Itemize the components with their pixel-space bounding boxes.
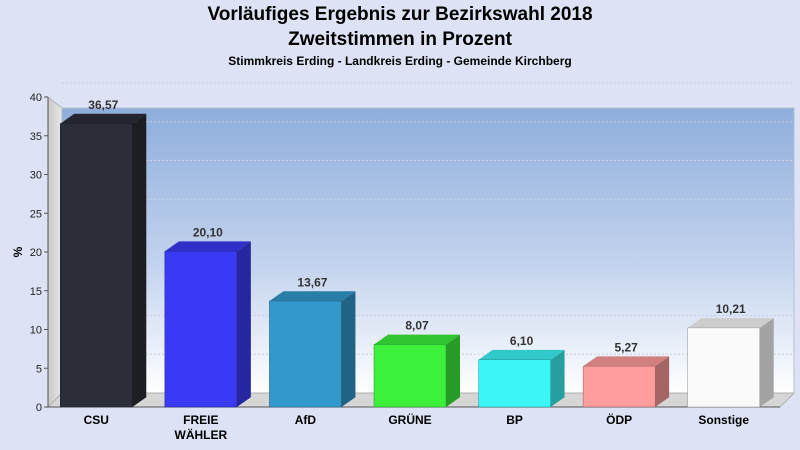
bar-value-label: 5,27 (614, 340, 638, 354)
bar (373, 334, 460, 408)
x-tick-label: Sonstige (698, 413, 749, 427)
y-tick-label: 35 (30, 131, 42, 143)
chart-title: Vorläufiges Ergebnis zur Bezirkswahl 201… (207, 4, 593, 25)
bar (269, 291, 356, 408)
y-tick-label: 20 (30, 247, 42, 259)
x-tick-label-line: GRÜNE (388, 412, 431, 427)
x-tick-label: GRÜNE (388, 412, 431, 427)
x-tick-label: CSU (84, 413, 109, 427)
bar-top (60, 113, 147, 124)
bar-side (446, 334, 460, 407)
bar-front (164, 250, 238, 408)
x-tick-label-line: CSU (84, 413, 109, 427)
bar-side (132, 113, 147, 407)
bar-value-label: 36,57 (88, 98, 118, 112)
bar-front (60, 123, 133, 408)
bar-side (655, 356, 670, 407)
bar (60, 113, 147, 408)
y-tick-label: 10 (30, 325, 42, 337)
bar-value-label: 20,10 (193, 225, 223, 239)
x-tick-label-line: AfD (295, 413, 317, 427)
x-tick-label-line: FREIE (183, 413, 218, 427)
x-tick-label: ÖDP (606, 412, 632, 427)
y-tick-label: 5 (36, 363, 42, 375)
bar (687, 318, 774, 408)
x-tick-label: BP (506, 413, 523, 427)
bar-value-label: 6,10 (510, 334, 534, 348)
x-tick-label: FREIE WÄHLER (175, 413, 228, 442)
bar-value-label: 8,07 (405, 319, 429, 333)
bar-top (269, 291, 356, 302)
chart-title-line2: Zweitstimmen in Prozent (288, 29, 512, 50)
bar-top (374, 334, 460, 345)
bar-top (478, 349, 565, 360)
bar-front (269, 300, 342, 408)
left-wall (47, 95, 63, 409)
bar-front (373, 344, 447, 408)
bar-top (687, 318, 774, 328)
bar-side (236, 241, 251, 407)
bar-side (759, 318, 774, 407)
bar (164, 241, 251, 408)
x-tick-label-line: WÄHLER (175, 427, 228, 442)
x-tick-label-line: BP (506, 413, 523, 427)
bar-value-label: 13,67 (297, 275, 327, 289)
y-axis-label: % (11, 246, 25, 257)
y-tick-label: 0 (36, 402, 42, 414)
y-tick-label: 30 (30, 170, 42, 182)
bar-value-label: 10,21 (716, 302, 746, 316)
bar (478, 349, 565, 408)
bar-front (582, 365, 656, 408)
bar-front (687, 327, 760, 408)
x-tick-label-line: Sonstige (698, 413, 749, 427)
x-tick-label-line: ÖDP (606, 412, 632, 427)
bar-front (478, 359, 551, 408)
bar-top (583, 356, 670, 367)
bar (582, 356, 670, 408)
y-tick-label: 25 (30, 208, 42, 220)
chart-subtitle: Stimmkreis Erding - Landkreis Erding - G… (228, 54, 572, 68)
bar-side (341, 291, 356, 407)
y-tick-label: 40 (30, 92, 42, 104)
bar-side (550, 349, 565, 407)
bar-top (164, 241, 251, 252)
y-tick-label: 15 (30, 286, 42, 298)
x-tick-label: AfD (295, 413, 317, 427)
